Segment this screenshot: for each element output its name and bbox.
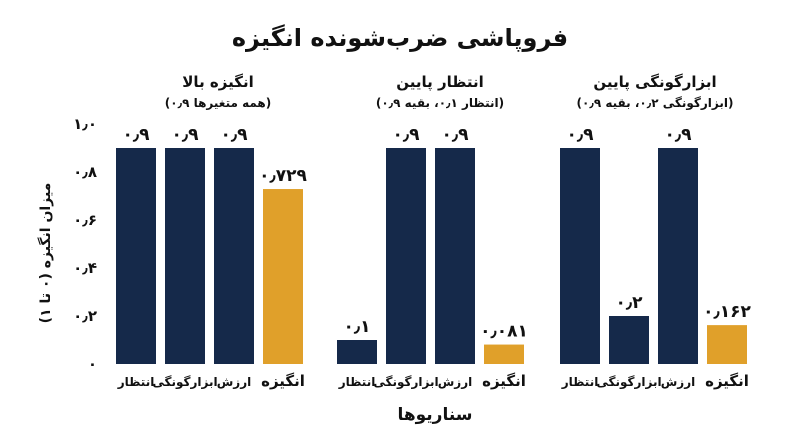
bar-value-label: ۰٫۹ [664, 125, 692, 145]
bar-value-label: ۰٫۹ [566, 125, 594, 145]
panel: ابزارگونگی پایین (ابزارگونگی ۰٫۲، بقیه ۰٫… [560, 73, 752, 390]
panel-subtitle: (ابزارگونگی ۰٫۲، بقیه ۰٫۹) [577, 96, 734, 111]
chart-title: فروپاشی ضرب‌شونده انگیزه [232, 24, 568, 52]
bar-factor [386, 148, 426, 364]
y-tick-label: ۰ [88, 355, 97, 373]
panel-title: انگیزه بالا [182, 73, 253, 91]
bar-value-label: ۰٫۹ [122, 125, 150, 145]
bar-value-label: ۰٫۷۲۹ [259, 166, 307, 186]
bar-factor [609, 316, 649, 364]
category-label: انتظار [117, 375, 155, 389]
bar-value-label: ۰٫۲ [615, 293, 643, 313]
y-axis: ۰ ۰٫۲ ۰٫۴ ۰٫۶ ۰٫۸ ۱٫۰ [73, 115, 97, 373]
category-label: ارزش [217, 375, 252, 389]
bar-value-label: ۰٫۹ [220, 125, 248, 145]
panel-subtitle: (انتظار ۰٫۱، بقیه ۰٫۹) [376, 96, 504, 110]
panel: انگیزه بالا (همه متغیرها ۰٫۹) ۰٫۹ انتظار ۰٫۹… [116, 73, 308, 390]
bar-factor [116, 148, 156, 364]
category-label: انگیزه [705, 372, 749, 390]
bar-value-label: ۰٫۹ [392, 125, 420, 145]
bar-motivation [707, 325, 747, 364]
category-label: ابزارگونگی [373, 375, 438, 390]
bar-motivation [263, 189, 303, 364]
category-label: انگیزه [261, 372, 305, 390]
category-label: ابزارگونگی [596, 375, 661, 390]
category-label: ارزش [438, 375, 473, 389]
category-label: انگیزه [482, 372, 526, 390]
y-axis-label: میزان انگیزه (۰ تا ۱) [37, 183, 54, 324]
bar-motivation [484, 344, 524, 364]
panel-title: ابزارگونگی پایین [593, 73, 716, 92]
bar-value-label: ۰٫۰۸۱ [480, 322, 528, 342]
bar-value-label: ۰٫۹ [171, 125, 199, 145]
category-label: انتظار [561, 375, 599, 389]
category-label: انتظار [338, 375, 376, 389]
bar-factor [337, 340, 377, 364]
category-label: ابزارگونگی [152, 375, 217, 390]
bar-value-label: ۰٫۱ [343, 317, 370, 337]
x-axis-label: سناریوها [397, 405, 472, 425]
bar-factor [435, 148, 475, 364]
category-label: ارزش [661, 375, 696, 389]
bar-factor [658, 148, 698, 364]
bar-value-label: ۰٫۱۶۲ [703, 302, 751, 322]
panels: انگیزه بالا (همه متغیرها ۰٫۹) ۰٫۹ انتظار ۰٫۹… [116, 73, 752, 390]
bar-factor [214, 148, 254, 364]
y-tick-label: ۰٫۴ [73, 259, 97, 277]
y-tick-label: ۰٫۸ [73, 163, 97, 181]
bar-value-label: ۰٫۹ [441, 125, 469, 145]
panel: انتظار پایین (انتظار ۰٫۱، بقیه ۰٫۹) ۰٫۱ انت… [337, 73, 528, 390]
y-tick-label: ۰٫۲ [73, 307, 97, 325]
bar-factor [165, 148, 205, 364]
panel-subtitle: (همه متغیرها ۰٫۹) [165, 96, 271, 110]
panel-title: انتظار پایین [396, 73, 484, 92]
bar-factor [560, 148, 600, 364]
y-tick-label: ۰٫۶ [73, 211, 97, 229]
y-tick-label: ۱٫۰ [73, 115, 97, 133]
